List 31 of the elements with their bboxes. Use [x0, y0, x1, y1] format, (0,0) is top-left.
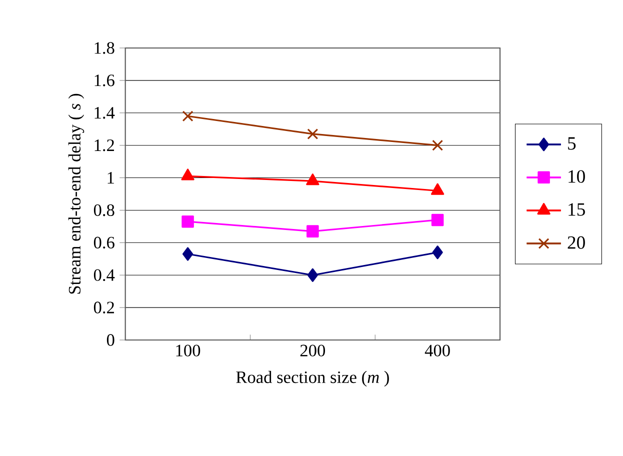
point [432, 140, 444, 151]
legend-label: 20 [568, 236, 585, 249]
x-tick-label: 100 [176, 344, 200, 356]
y-tick-label: 0.6 [94, 236, 114, 249]
point [182, 215, 194, 228]
y-tick-label: 1.8 [94, 42, 114, 54]
point [182, 247, 194, 261]
legend-label: 5 [568, 137, 576, 150]
legend-label: 10 [568, 170, 585, 183]
point [306, 174, 320, 186]
y-axis-title: Stream end-to-end delay ( s ) [68, 94, 84, 294]
point [307, 128, 318, 140]
y-tick-label: 0 [106, 334, 114, 346]
y-tick-label: 0.8 [94, 204, 114, 216]
x-tick-label: 200 [300, 344, 326, 356]
legend-label: 15 [568, 203, 585, 216]
y-tick-label: 1.4 [94, 107, 115, 119]
point [307, 268, 318, 282]
point [182, 110, 194, 122]
point [432, 246, 443, 260]
point [306, 225, 319, 238]
point [430, 183, 444, 195]
y-tick-label: 1 [108, 172, 114, 184]
point [431, 214, 444, 226]
x-axis-title: Road section size (m ) [236, 370, 389, 387]
y-tick-label: 1.6 [94, 74, 114, 86]
y-tick-label: 0.2 [94, 302, 114, 314]
y-tick-label: 0.4 [94, 269, 115, 281]
point [181, 168, 194, 180]
x-tick-label: 400 [424, 344, 450, 356]
y-tick-label: 1.2 [94, 139, 114, 152]
